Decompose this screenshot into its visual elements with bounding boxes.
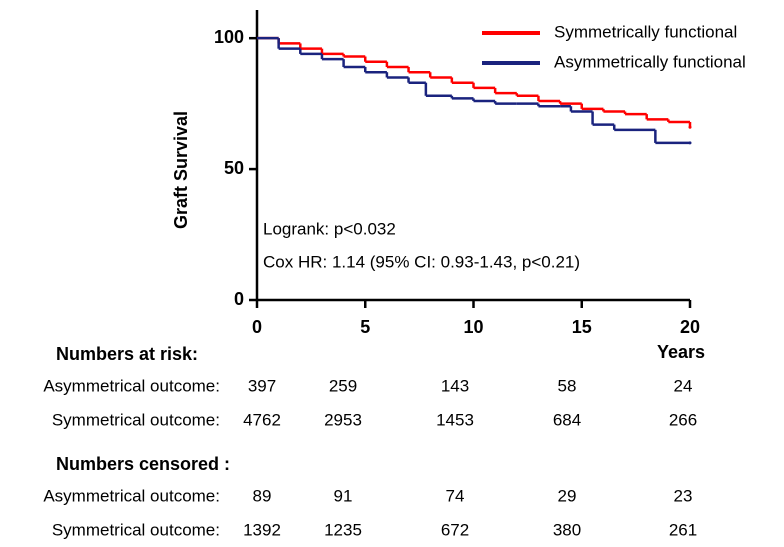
table-cell: 397 (248, 376, 276, 395)
table-cell: 23 (674, 486, 693, 505)
table-cell: 24 (674, 376, 693, 395)
table-cell: 89 (253, 486, 272, 505)
annotation: Cox HR: 1.14 (95% CI: 0.93-1.43, p<0.21) (263, 252, 580, 271)
y-tick-label: 100 (214, 27, 244, 47)
table-cell: 4762 (243, 410, 281, 429)
table-cell: 58 (558, 376, 577, 395)
table-cell: 2953 (324, 410, 362, 429)
table-cell: 261 (669, 520, 697, 539)
x-tick-label: 10 (463, 317, 483, 337)
y-tick-label: 0 (234, 289, 244, 309)
legend-label: Symmetrically functional (554, 22, 737, 41)
table-cell: 684 (553, 410, 581, 429)
curve-end (688, 141, 692, 145)
x-tick-label: 5 (360, 317, 370, 337)
row-label: Symmetrical outcome: (52, 410, 220, 429)
table-cell: 1392 (243, 520, 281, 539)
table-cell: 74 (446, 486, 465, 505)
table-cell: 380 (553, 520, 581, 539)
x-tick-label: 15 (572, 317, 592, 337)
table-cell: 29 (558, 486, 577, 505)
table-title: Numbers censored : (56, 454, 230, 474)
table-cell: 672 (441, 520, 469, 539)
y-tick-label: 50 (224, 158, 244, 178)
x-tick-label: 0 (252, 317, 262, 337)
curve-end (688, 125, 692, 129)
table-cell: 266 (669, 410, 697, 429)
x-tick-label: 20 (680, 317, 700, 337)
table-cell: 1235 (324, 520, 362, 539)
row-label: Symmetrical outcome: (52, 520, 220, 539)
table-cell: 91 (334, 486, 353, 505)
x-axis-title: Years (657, 342, 705, 362)
table-cell: 1453 (436, 410, 474, 429)
table-cell: 143 (441, 376, 469, 395)
legend-label: Asymmetrically functional (554, 52, 746, 71)
annotation: Logrank: p<0.032 (263, 219, 396, 238)
y-axis-title: Graft Survival (171, 111, 191, 229)
table-cell: 259 (329, 376, 357, 395)
table-title: Numbers at risk: (56, 344, 198, 364)
row-label: Asymmetrical outcome: (43, 376, 220, 395)
row-label: Asymmetrical outcome: (43, 486, 220, 505)
